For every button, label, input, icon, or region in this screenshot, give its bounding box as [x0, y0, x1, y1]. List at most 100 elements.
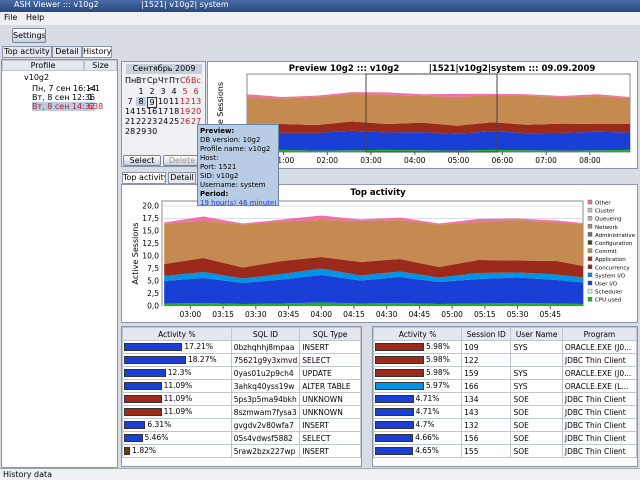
calendar-day[interactable]: 25 [169, 117, 179, 126]
table-cell[interactable]: JDBC Thin Client [561, 353, 637, 367]
tab[interactable]: Top activity [122, 172, 166, 184]
table-cell[interactable]: SOE [510, 431, 563, 445]
menu-item[interactable]: Help [26, 13, 45, 22]
table-cell[interactable]: 3ahkq40yss19w [230, 379, 301, 393]
tree-item[interactable]: Пн, 7 сен 16:14 [32, 84, 97, 93]
calendar-day[interactable]: 12 [180, 97, 190, 106]
table-cell[interactable]: SYS [510, 379, 563, 393]
weekday: Вс [191, 76, 201, 85]
table-cell[interactable]: SOE [510, 418, 563, 432]
table-cell[interactable]: ORACLE.EXE (J0... [561, 366, 637, 380]
table-cell[interactable]: 5raw2bzx227wp [230, 444, 301, 458]
column-header[interactable]: Session ID [461, 327, 512, 341]
table-cell[interactable]: 156 [461, 431, 512, 445]
tab[interactable]: Top activity [2, 46, 52, 58]
calendar-day[interactable]: 21 [125, 117, 135, 126]
calendar-day[interactable]: 6 [193, 87, 199, 96]
column-header[interactable]: Program [561, 327, 637, 341]
calendar-day[interactable]: 5 [182, 87, 188, 96]
table-cell[interactable]: 143 [461, 405, 512, 419]
calendar-day[interactable]: 23 [147, 117, 157, 126]
table-cell[interactable]: JDBC Thin Client [561, 431, 637, 445]
column-header[interactable]: SQL ID [230, 327, 301, 341]
column-header[interactable]: SQL Type [299, 327, 361, 341]
table-cell[interactable]: ORACLE.EXE (J0... [561, 340, 637, 354]
settings-button[interactable]: Settings [12, 28, 46, 43]
column-header[interactable]: User Name [510, 327, 563, 341]
table-cell[interactable]: 8szmwam7fysa3 [230, 405, 301, 419]
tab[interactable]: Detail [52, 46, 82, 58]
table-cell[interactable]: SOE [510, 405, 563, 419]
calendar-day[interactable]: 7 [127, 97, 133, 106]
table-cell[interactable]: SYS [510, 366, 563, 380]
menu-item[interactable]: File [4, 13, 18, 22]
calendar-day[interactable]: 8 [136, 97, 146, 106]
calendar-day[interactable]: 13 [191, 97, 201, 106]
table-cell[interactable]: gvgdv2v80wfa7 [230, 418, 301, 432]
table-cell[interactable]: SOE [510, 392, 563, 406]
table-cell[interactable]: SELECT [299, 431, 361, 445]
table-cell[interactable]: UPDATE [299, 366, 361, 380]
table-cell[interactable]: ORACLE.EXE (L... [561, 379, 637, 393]
tree-item[interactable]: Вт, 8 сен 12:36 [32, 93, 96, 102]
calendar-day[interactable]: 28 [125, 127, 135, 136]
table-cell[interactable]: 0bzhqhhj8mpaa [230, 340, 301, 354]
calendar-day[interactable]: 10 [158, 97, 168, 106]
table-cell[interactable]: 109 [461, 340, 512, 354]
calendar-day[interactable]: 2 [149, 87, 155, 96]
calendar-day[interactable]: 11 [169, 97, 179, 106]
calendar-day[interactable]: 4 [171, 87, 177, 96]
calendar-day[interactable]: 30 [147, 127, 157, 136]
calendar-day[interactable]: 9 [147, 97, 157, 108]
table-cell[interactable]: 122 [461, 353, 512, 367]
tree-item[interactable]: Вт, 8 сен 14:32 [32, 102, 96, 111]
table-cell[interactable]: 0yas01u2p9ch4 [230, 366, 301, 380]
calendar-day[interactable]: 26 [180, 117, 190, 126]
calendar-day[interactable]: 16 [147, 107, 157, 116]
calendar-day[interactable]: 17 [158, 107, 168, 116]
activity-label: 4.7% [415, 420, 435, 429]
calendar-day[interactable]: 22 [136, 117, 146, 126]
table-cell[interactable]: INSERT [299, 340, 361, 354]
tab[interactable]: History [82, 46, 112, 58]
calendar-day[interactable]: 29 [136, 127, 146, 136]
calendar-button[interactable]: Select [123, 155, 161, 166]
table-cell[interactable]: INSERT [299, 444, 361, 458]
calendar-day[interactable]: 24 [158, 117, 168, 126]
calendar-day[interactable]: 19 [180, 107, 190, 116]
table-cell[interactable]: SOE [510, 444, 563, 458]
calendar-day[interactable]: 27 [191, 117, 201, 126]
column-header[interactable]: Activity % [373, 327, 463, 341]
table-cell[interactable]: 134 [461, 392, 512, 406]
tooltip-line: Preview: [200, 127, 235, 135]
calendar-button[interactable]: Delete [163, 155, 201, 166]
calendar-day[interactable]: 18 [169, 107, 179, 116]
calendar-day[interactable]: 3 [160, 87, 166, 96]
calendar-day[interactable]: 15 [136, 107, 146, 116]
table-cell[interactable]: 159 [461, 366, 512, 380]
calendar-day[interactable]: 20 [191, 107, 201, 116]
table-cell[interactable]: UNKNOWN [299, 405, 361, 419]
tab[interactable]: Detail [168, 172, 196, 184]
table-cell[interactable]: 5ps3p5ma94bkh [230, 392, 301, 406]
tree-root[interactable]: v10g2 [24, 73, 50, 82]
table-cell[interactable]: 75621g9y3xmvd [230, 353, 301, 367]
table-cell[interactable]: 166 [461, 379, 512, 393]
calendar-day[interactable]: 1 [138, 87, 144, 96]
table-cell[interactable]: SELECT [299, 353, 361, 367]
table-cell[interactable]: UNKNOWN [299, 392, 361, 406]
table-cell[interactable]: JDBC Thin Client [561, 392, 637, 406]
table-cell[interactable]: INSERT [299, 418, 361, 432]
table-cell[interactable]: 132 [461, 418, 512, 432]
table-cell[interactable]: JDBC Thin Client [561, 418, 637, 432]
calendar-day[interactable]: 14 [125, 107, 135, 116]
table-cell[interactable] [510, 353, 563, 367]
activity-label: 4.66% [415, 433, 439, 442]
table-cell[interactable]: JDBC Thin Client [561, 444, 637, 458]
column-header[interactable]: Activity % [122, 327, 232, 341]
table-cell[interactable]: ALTER TABLE [299, 379, 361, 393]
table-cell[interactable]: JDBC Thin Client [561, 405, 637, 419]
table-cell[interactable]: 05s4vdwsf5882 [230, 431, 301, 445]
table-cell[interactable]: SYS [510, 340, 563, 354]
table-cell[interactable]: 155 [461, 444, 512, 458]
